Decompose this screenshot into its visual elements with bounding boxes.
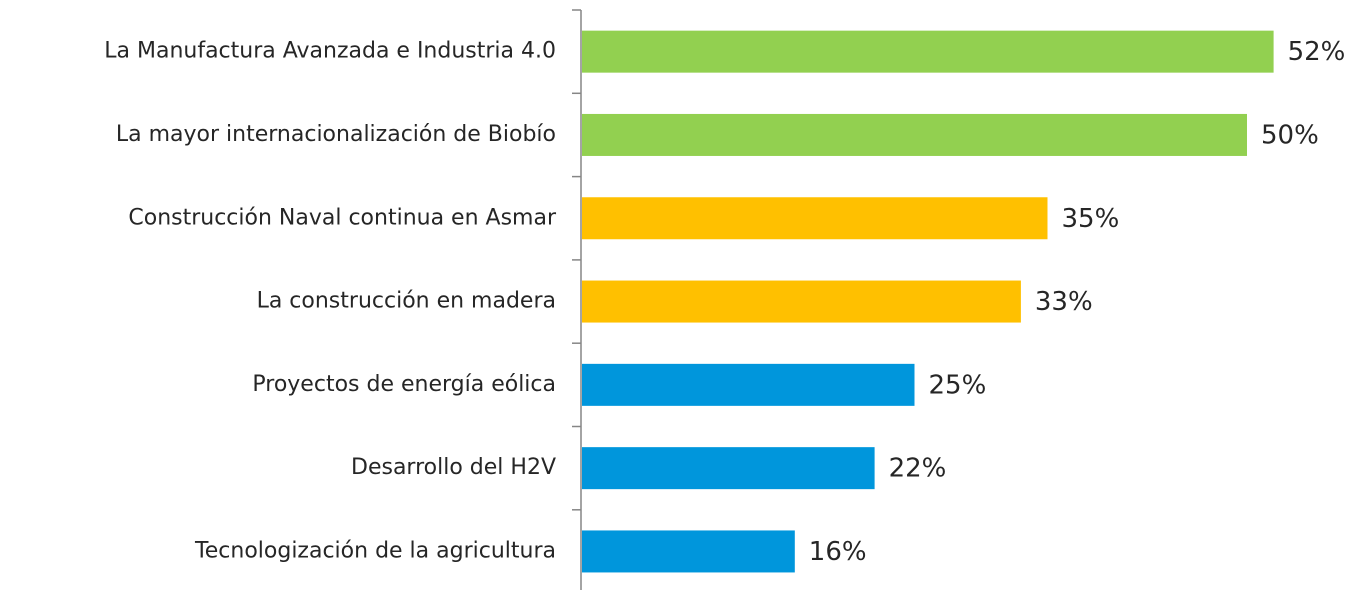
bar	[582, 280, 1021, 323]
value-label: 52%	[1288, 37, 1346, 67]
bar	[582, 113, 1247, 156]
bar	[582, 197, 1048, 240]
value-label: 16%	[809, 537, 867, 567]
value-label: 35%	[1062, 204, 1120, 234]
bar	[582, 530, 795, 573]
category-label: La construcción en madera	[257, 289, 556, 314]
category-label: Proyectos de energía eólica	[252, 372, 556, 397]
value-label: 25%	[929, 370, 987, 400]
value-label: 22%	[889, 454, 947, 484]
category-label: Tecnologización de la agricultura	[194, 538, 556, 563]
value-label: 33%	[1035, 287, 1093, 317]
value-label: 50%	[1261, 120, 1319, 150]
category-label: La Manufactura Avanzada e Industria 4.0	[104, 39, 556, 64]
bar	[582, 30, 1274, 73]
category-label: Desarrollo del H2V	[351, 455, 556, 480]
bar	[582, 447, 875, 490]
category-label: Construcción Naval continua en Asmar	[128, 205, 557, 230]
bar	[582, 363, 915, 406]
category-label: La mayor internacionalización de Biobío	[116, 122, 556, 147]
